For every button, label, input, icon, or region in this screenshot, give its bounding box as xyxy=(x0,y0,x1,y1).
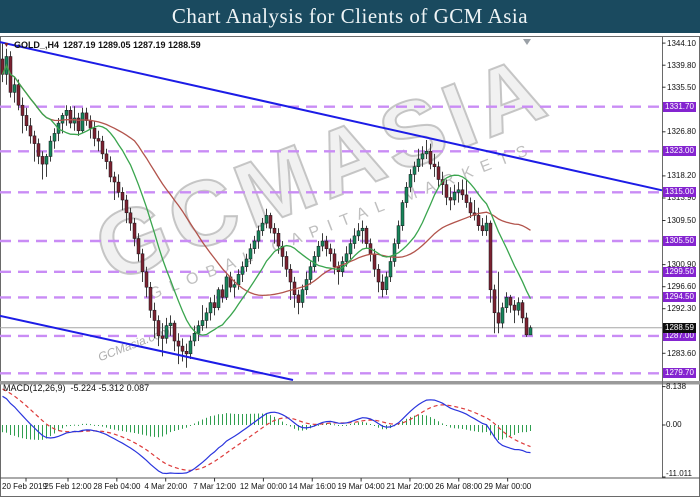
time-tick-label: 25 Feb 12:00 xyxy=(44,482,92,491)
price-tick-label: 1296.60 xyxy=(667,282,696,292)
time-tick-label: 19 Mar 04:00 xyxy=(337,482,385,491)
macd-values: -5.224 -5.312 0.087 xyxy=(70,383,150,393)
price-tick-label: 1335.50 xyxy=(667,82,696,92)
price-tick-label: 1292.30 xyxy=(667,304,696,314)
main-chart-plot[interactable]: GCMASIA GLOBAL CAPITAL MARKETS GCMasia.c… xyxy=(1,37,661,477)
time-tick-label: 26 Mar 08:00 xyxy=(435,482,483,491)
watermark: GCMASIA GLOBAL CAPITAL MARKETS xyxy=(1,37,661,366)
symbol-ohlc: 1287.19 1289.05 1287.19 1288.59 xyxy=(62,40,201,50)
price-tick-label: 1318.20 xyxy=(667,171,696,181)
time-tick-label: 29 Mar 00:00 xyxy=(484,482,532,491)
time-tick-label: 28 Feb 04:00 xyxy=(93,482,141,491)
time-tick-label: 20 Feb 2019 xyxy=(2,482,47,491)
time-tick-label: 7 Mar 12:00 xyxy=(193,482,236,491)
symbol-info: ▼ GOLD_,H4 1287.19 1289.05 1287.19 1288.… xyxy=(3,40,201,50)
price-level-label: 1279.70 xyxy=(663,368,696,379)
price-level-label: 1305.50 xyxy=(663,236,696,247)
macd-tick-label: 8.138 xyxy=(666,382,687,392)
price-level-label: 1294.50 xyxy=(663,292,696,303)
current-price-label: 1288.59 xyxy=(663,322,696,333)
price-tick-label: 1283.60 xyxy=(667,348,696,358)
price-level-label: 1315.00 xyxy=(663,187,696,198)
price-tick-label: 1309.50 xyxy=(667,216,696,226)
page-title: Chart Analysis for Clients of GCM Asia xyxy=(171,4,529,28)
macd-tick-label: 0.00 xyxy=(666,420,682,430)
time-tick-label: 21 Mar 20:00 xyxy=(386,482,434,491)
title-bar: Chart Analysis for Clients of GCM Asia xyxy=(0,0,700,33)
watermark-url: GCMasia.com xyxy=(96,323,172,365)
symbol-marker-icon: ▼ xyxy=(3,41,10,49)
price-level-label: 1299.50 xyxy=(663,266,696,277)
macd-indicator-label: MACD(12,26,9) -5.224 -5.312 0.087 xyxy=(3,383,149,393)
watermark-logo-text: GCMASIA xyxy=(81,37,564,303)
price-tick-label: 1339.80 xyxy=(667,60,696,70)
price-tick-label: 1326.80 xyxy=(667,127,696,137)
time-tick-label: 12 Mar 00:00 xyxy=(239,482,287,491)
macd-tick-label: -11.011 xyxy=(666,468,692,478)
price-level-label: 1323.00 xyxy=(663,146,696,157)
time-tick-label: 4 Mar 20:00 xyxy=(144,482,188,491)
time-tick-label: 14 Mar 16:00 xyxy=(288,482,336,491)
price-tick-label: 1344.10 xyxy=(667,38,696,48)
macd-name: MACD(12,26,9) xyxy=(3,383,66,393)
price-level-label: 1331.70 xyxy=(663,101,696,112)
symbol-name: GOLD_,H4 xyxy=(13,40,59,50)
